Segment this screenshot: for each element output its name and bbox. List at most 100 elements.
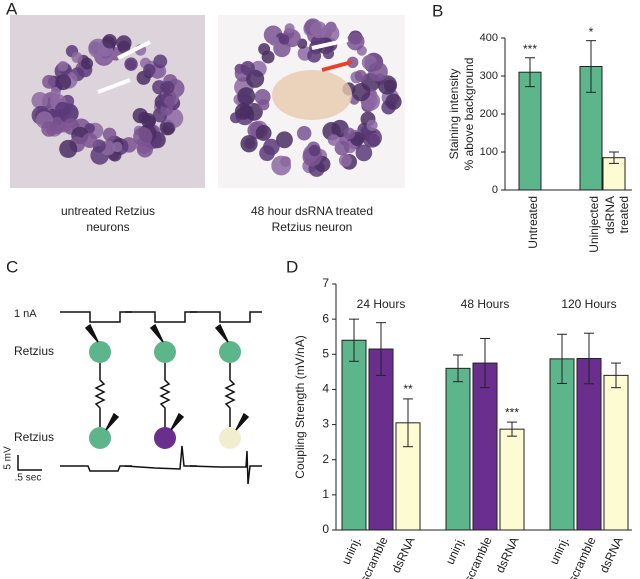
cell: [284, 23, 295, 34]
neuron: [89, 341, 111, 363]
y-tick-label: 3: [322, 417, 329, 431]
cell: [57, 61, 69, 72]
x-tick-label: uninj.: [339, 535, 364, 567]
bar: [445, 367, 471, 531]
arrow: [117, 40, 151, 60]
electrode: [105, 412, 120, 431]
x-tick-label: dsRNA: [603, 196, 617, 234]
cell: [71, 52, 83, 63]
cell: [82, 132, 98, 148]
cell: [278, 34, 290, 45]
electrode: [214, 323, 229, 343]
current-trace: [125, 311, 197, 323]
x-tick-label: uninj.: [443, 535, 468, 567]
x-tick-label: Uninjected: [587, 196, 601, 253]
cell: [55, 101, 70, 117]
ganglion: [272, 70, 352, 120]
scale-label: 5 mV: [3, 446, 14, 470]
y-tick-label: 1: [322, 487, 329, 501]
significance: **: [403, 382, 413, 396]
caption: 48 hour dsRNA treated: [251, 204, 373, 218]
cell: [275, 131, 293, 149]
y-tick-label: 7: [322, 276, 329, 290]
cell: [133, 127, 153, 147]
arrow: [321, 60, 353, 72]
electrode: [84, 323, 99, 343]
bar: [368, 348, 394, 531]
cell: [143, 63, 156, 77]
significance: *: [589, 25, 594, 39]
bar: [518, 71, 542, 191]
current-label: 1 nA: [14, 308, 37, 320]
cell: [355, 144, 373, 162]
y-tick-label: 0: [322, 522, 329, 536]
cell: [240, 61, 255, 76]
cell: [42, 74, 57, 89]
cell: [255, 125, 272, 141]
cell: [310, 21, 327, 39]
cell: [112, 141, 123, 153]
cell: [55, 74, 72, 91]
cell: [343, 127, 356, 140]
cell: [367, 133, 380, 147]
cell: [124, 57, 138, 71]
cell: [346, 56, 359, 69]
caption: Retzius neuron: [272, 220, 353, 234]
x-tick-label: Untreated: [526, 196, 540, 249]
cell: [31, 92, 49, 109]
neuron: [89, 427, 111, 449]
y-tick-label: 6: [322, 311, 329, 325]
cells: [31, 18, 402, 177]
panel-label: B: [432, 1, 443, 20]
y-tick-label: 300: [480, 70, 498, 82]
y-tick-label: 100: [480, 146, 498, 158]
cell: [322, 47, 335, 60]
x-tick-label: dsRNA: [597, 535, 626, 575]
cell: [354, 69, 367, 82]
y-tick-label: 200: [480, 108, 498, 120]
current-trace: [190, 311, 262, 323]
voltage-trace: [189, 450, 262, 485]
y-tick-label: 4: [322, 382, 329, 396]
gap-junction: [224, 363, 236, 427]
cell: [102, 127, 117, 142]
group-label: 120 Hours: [561, 297, 616, 311]
x-tick-label: dsRNA: [493, 535, 522, 575]
cell: [240, 135, 258, 153]
y-tick-label: 2: [322, 452, 329, 466]
cell: [161, 80, 175, 95]
electrode: [170, 412, 185, 431]
voltage-trace: [60, 465, 132, 472]
cell: [41, 121, 57, 137]
cell: [153, 54, 168, 69]
cell: [81, 57, 94, 70]
caption: neurons: [86, 220, 129, 234]
cell: [296, 125, 312, 141]
cell: [334, 140, 350, 156]
cell: [327, 134, 340, 146]
cell: [102, 34, 117, 49]
current-trace: [60, 311, 132, 323]
cell: [258, 43, 271, 56]
cell: [338, 153, 352, 167]
y-axis-label: Coupling Strength (mV/nA): [293, 335, 307, 478]
cell: [383, 79, 397, 92]
electrode: [235, 412, 250, 431]
y-axis-label: Staining intensity: [447, 69, 461, 160]
cell: [368, 61, 388, 82]
significance: ***: [523, 42, 537, 56]
electrode: [149, 323, 164, 343]
cell: [352, 83, 371, 102]
y-tick-label: 400: [480, 32, 498, 44]
x-tick-label: uninj.: [547, 535, 572, 567]
panel-label: C: [6, 257, 18, 276]
cell: [237, 87, 256, 106]
scale-bar: [17, 455, 42, 471]
circuit: [17, 311, 262, 485]
cell: [234, 103, 252, 120]
cell: [269, 35, 280, 47]
arrow: [311, 38, 349, 50]
cell: [346, 32, 365, 51]
scale-label: .5 sec: [15, 473, 42, 484]
